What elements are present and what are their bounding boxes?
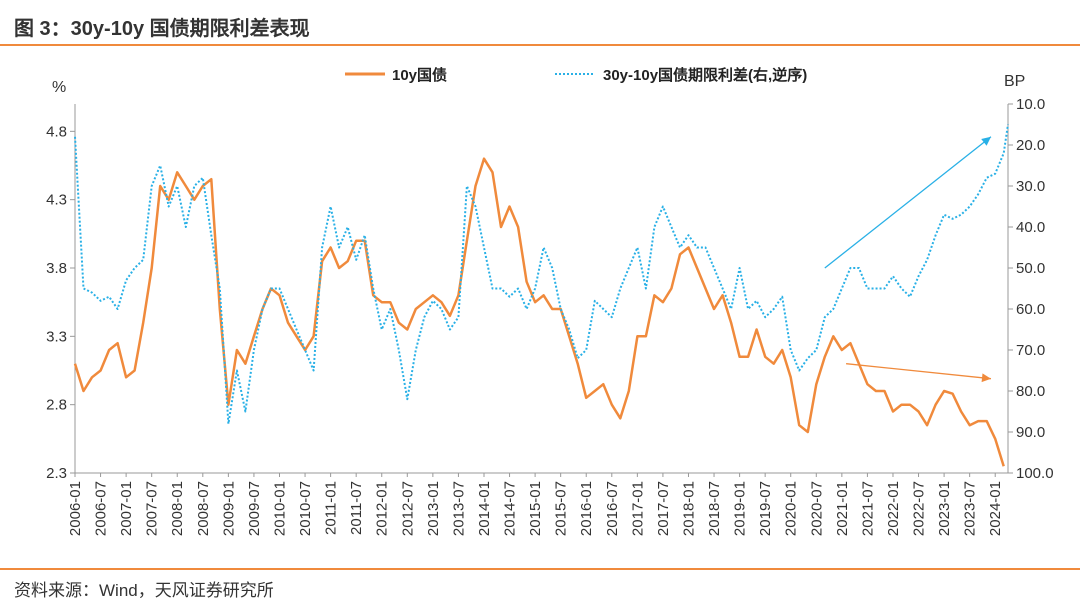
x-tick-label: 2018-01	[680, 481, 697, 536]
trend-arrow-up-head	[981, 136, 991, 146]
x-tick-label: 2014-07	[502, 481, 519, 536]
source-rule	[0, 568, 1080, 570]
x-tick-label: 2011-07	[348, 481, 365, 535]
right-axis-unit: BP	[1004, 73, 1025, 90]
left-tick-label: 4.8	[46, 123, 67, 140]
chart-title: 图 3：30y-10y 国债期限利差表现	[14, 18, 310, 40]
x-tick-label: 2021-07	[859, 481, 876, 536]
x-tick-label: 2006-07	[93, 481, 110, 536]
x-tick-label: 2015-01	[527, 481, 544, 536]
x-tick-label: 2008-07	[195, 481, 212, 536]
right-tick-label: 60.0	[1016, 301, 1045, 318]
series-group	[73, 124, 1009, 467]
right-tick-label: 40.0	[1016, 219, 1045, 236]
legend-label-10y: 10y国债	[392, 66, 447, 84]
left-axis-ticks: 2.3 2.8 3.3 3.8 4.3 4.8	[46, 123, 75, 482]
axes	[74, 104, 1009, 474]
trend-arrow-down-line	[846, 363, 992, 380]
legend: 10y国债 30y-10y国债期限利差(右,逆序)	[345, 66, 807, 84]
left-axis-unit: %	[52, 79, 66, 96]
right-tick-label: 30.0	[1016, 178, 1045, 195]
right-tick-label: 90.0	[1016, 424, 1045, 441]
x-tick-label: 2023-01	[936, 481, 953, 536]
x-tick-label: 2019-01	[732, 481, 749, 536]
left-tick-label: 2.3	[46, 465, 67, 482]
x-tick-label: 2007-07	[144, 481, 161, 536]
x-tick-label: 2013-07	[450, 481, 467, 536]
x-tick-label: 2006-01	[67, 481, 84, 536]
right-tick-label: 70.0	[1016, 342, 1045, 359]
x-tick-label: 2020-01	[783, 481, 800, 536]
x-tick-label: 2021-01	[834, 481, 851, 536]
left-tick-label: 3.8	[46, 260, 67, 277]
x-tick-label: 2012-01	[374, 481, 391, 536]
right-tick-label: 50.0	[1016, 260, 1045, 277]
x-tick-label: 2012-07	[399, 481, 416, 536]
x-tick-label: 2024-01	[987, 481, 1004, 536]
x-tick-label: 2013-01	[425, 481, 442, 536]
x-tick-label: 2007-01	[118, 481, 135, 536]
x-tick-label: 2011-01	[323, 481, 340, 535]
left-tick-label: 3.3	[46, 328, 67, 345]
x-tick-label: 2010-01	[271, 481, 288, 536]
source-note: 资料来源：Wind，天风证券研究所	[14, 581, 274, 600]
title-rule	[0, 44, 1080, 46]
x-tick-label: 2015-07	[553, 481, 570, 536]
x-tick-label: 2017-01	[629, 481, 646, 536]
x-axis-ticks: 2006-01 2006-07 2007-01 2007-07 2008-01 2008-…	[67, 473, 1004, 536]
x-tick-label: 2016-07	[604, 481, 621, 536]
x-tick-label: 2022-07	[911, 481, 928, 536]
x-tick-label: 2009-01	[220, 481, 237, 536]
x-tick-label: 2019-07	[757, 481, 774, 536]
x-tick-label: 2008-01	[169, 481, 186, 536]
x-tick-label: 2017-07	[655, 481, 672, 536]
right-axis-ticks: 10.0 20.0 30.0 40.0 50.0 60.0 70.0 80.0 90.0 100.…	[1008, 96, 1054, 482]
right-tick-label: 80.0	[1016, 383, 1045, 400]
series-spread-line	[74, 124, 1009, 425]
trend-arrow-up-line	[824, 136, 992, 269]
legend-label-spread: 30y-10y国债期限利差(右,逆序)	[603, 66, 807, 84]
x-tick-label: 2020-07	[808, 481, 825, 536]
left-tick-label: 2.8	[46, 397, 67, 414]
right-tick-label: 100.0	[1016, 465, 1054, 482]
x-tick-label: 2023-07	[962, 481, 979, 536]
x-tick-label: 2014-01	[476, 481, 493, 536]
x-tick-label: 2018-07	[706, 481, 723, 536]
right-tick-label: 20.0	[1016, 137, 1045, 154]
trend-arrow-down-head	[981, 373, 991, 383]
right-tick-label: 10.0	[1016, 96, 1045, 113]
x-tick-label: 2016-01	[578, 481, 595, 536]
x-tick-label: 2009-07	[246, 481, 263, 536]
series-10y-line	[73, 157, 1005, 467]
left-tick-label: 4.3	[46, 192, 67, 209]
annotations	[824, 136, 992, 383]
x-tick-label: 2010-07	[297, 481, 314, 536]
x-tick-label: 2022-01	[885, 481, 902, 536]
